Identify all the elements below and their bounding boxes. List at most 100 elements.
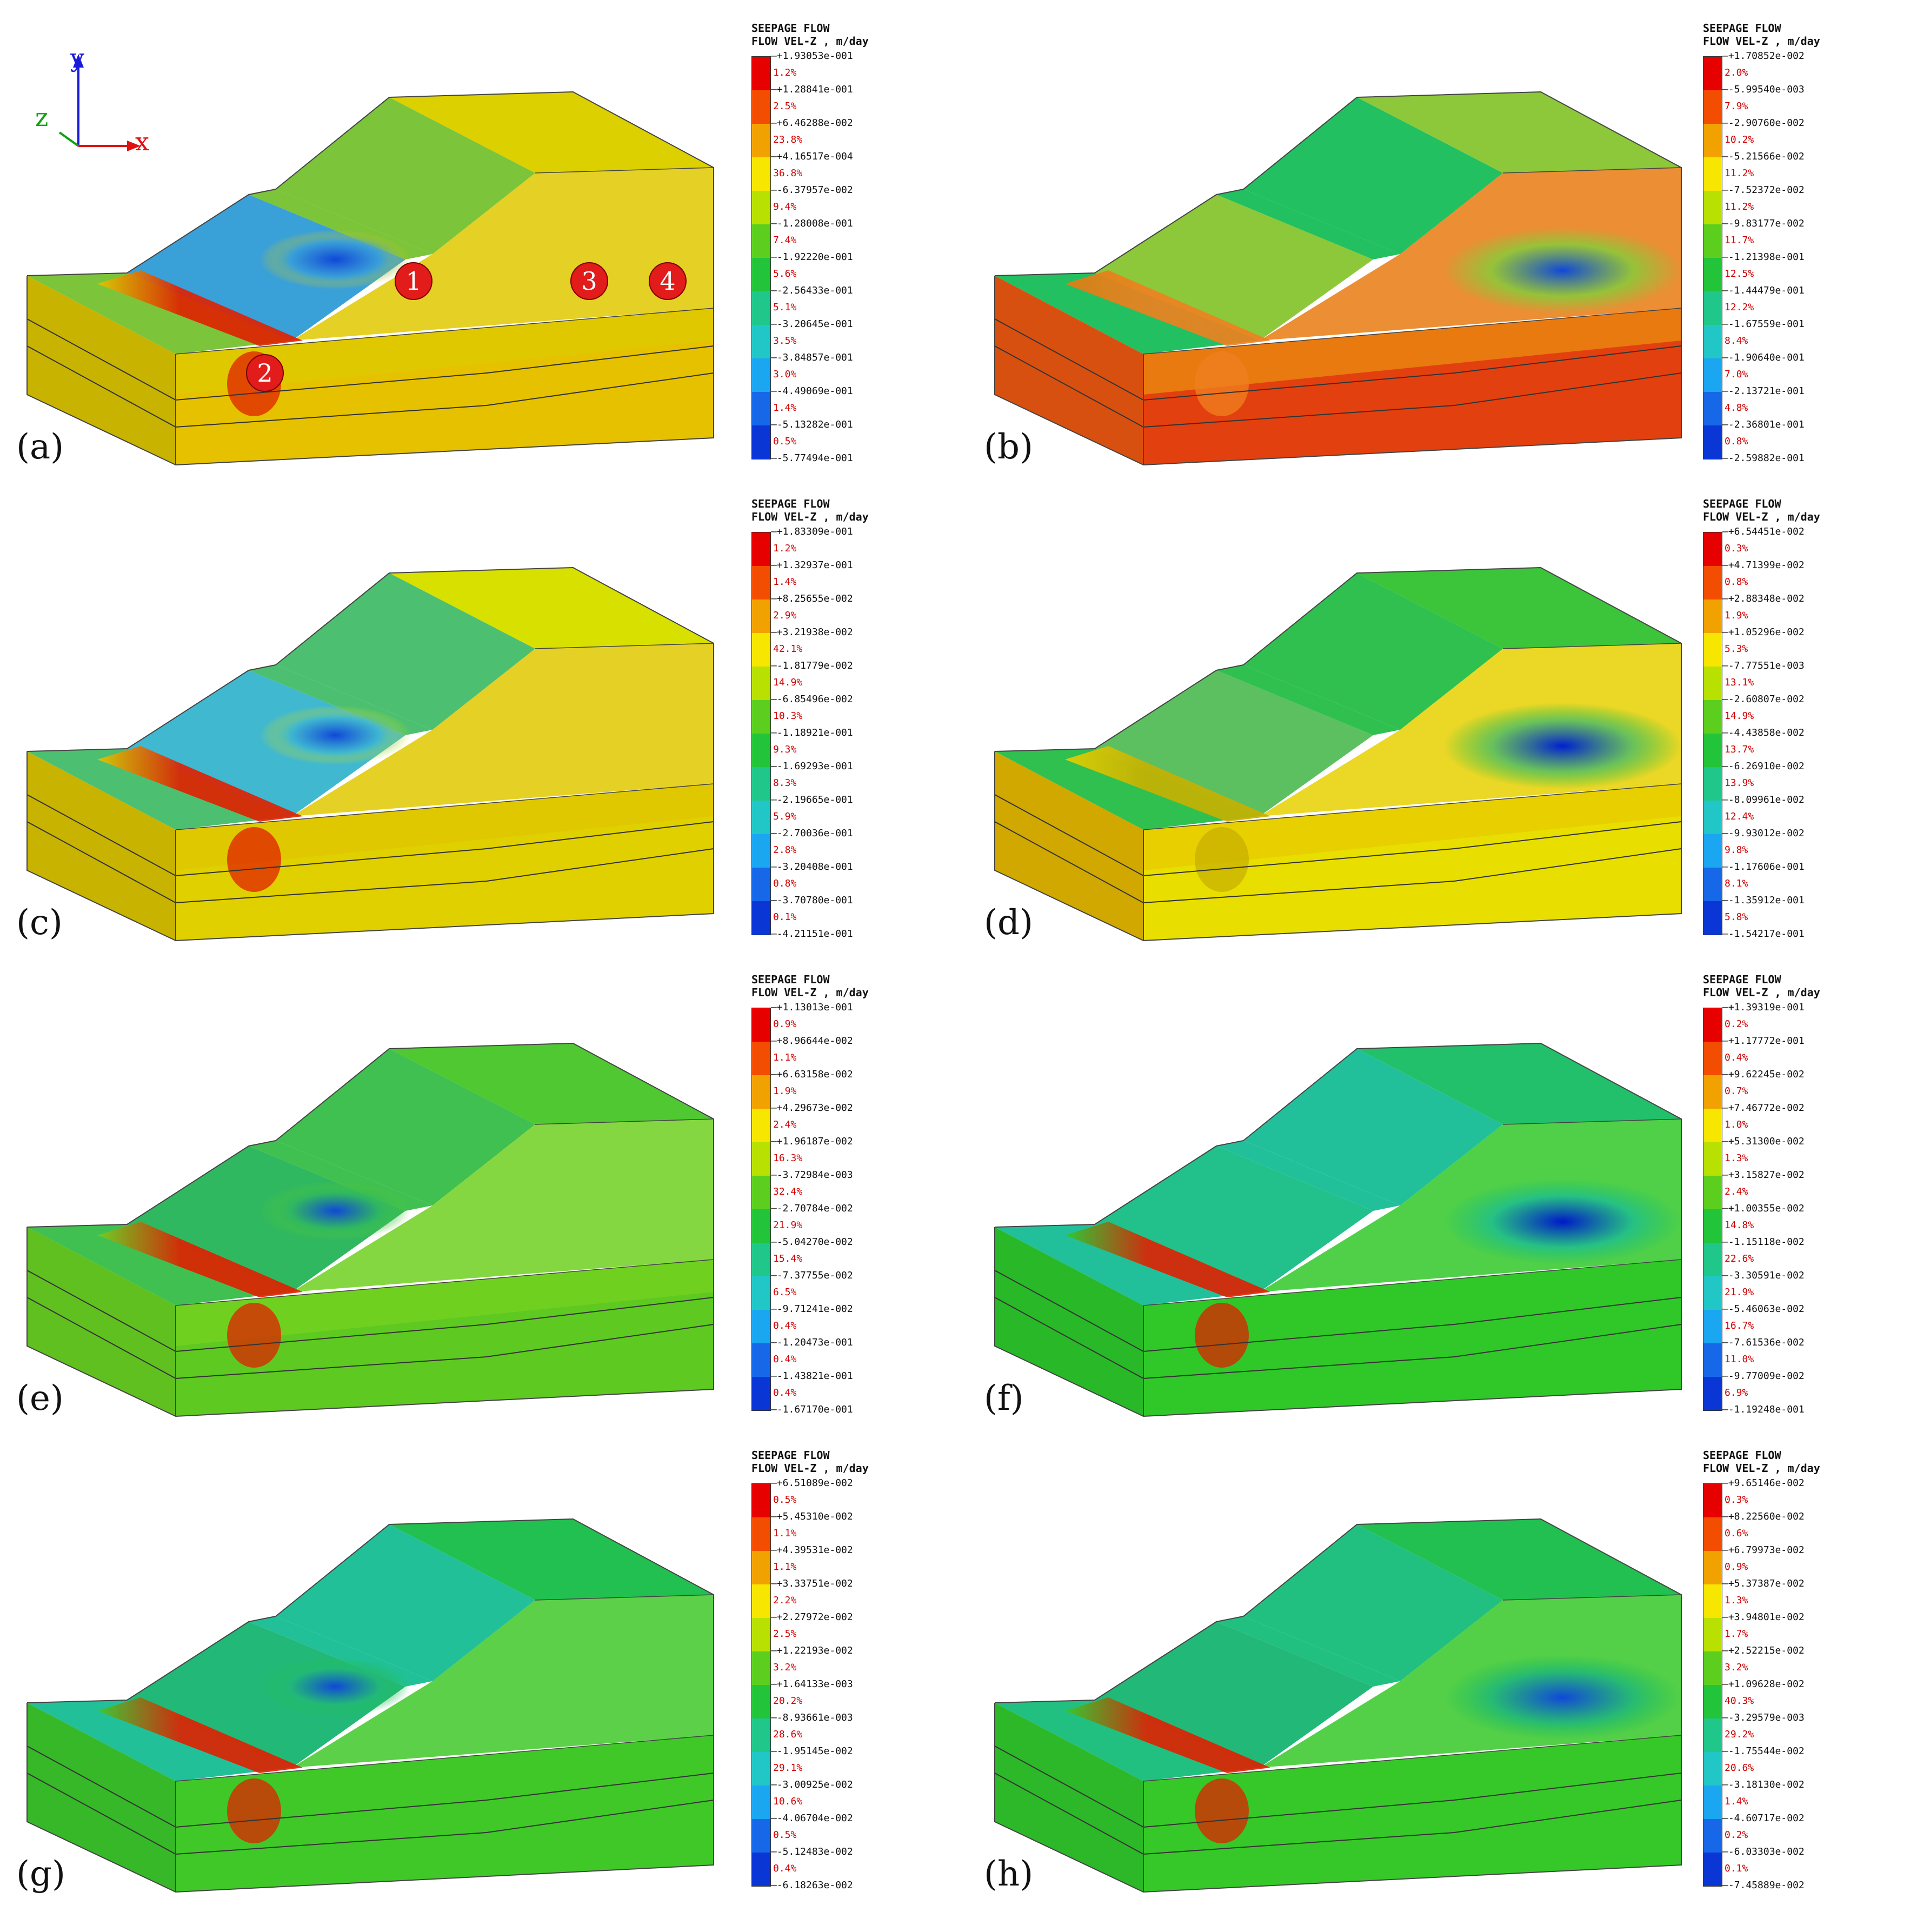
legend-swatch [752,90,770,124]
legend-percentage: 0.2% [1725,1829,1748,1841]
legend-swatch [752,1484,770,1517]
legend-swatch [1703,1819,1722,1853]
legend-subtitle: FLOW VEL-Z , m/day [1703,1462,1820,1475]
legend-value: —-4.49069e-001 [771,385,853,397]
legend-value: —+4.29673e-002 [771,1102,853,1114]
legend-value: —-1.35912e-001 [1722,895,1805,906]
legend-value: —-3.00925e-002 [771,1779,853,1790]
legend-value: —-3.72984e-003 [771,1169,853,1181]
legend-percentage: 2.0% [1725,67,1748,78]
layer-boundary-upper [26,318,714,401]
panel-label: (f) [984,1378,1024,1418]
legend-swatch [1703,1008,1722,1042]
legend-value: —+1.05296e-002 [1722,627,1805,638]
legend-percentage: 20.6% [1725,1762,1754,1774]
legend-value: —+3.15827e-002 [1722,1169,1805,1181]
legend-percentage: 1.4% [773,402,797,414]
legend-percentage: 16.3% [773,1152,803,1164]
legend-swatch [1703,1853,1722,1886]
legend-percentage: 11.2% [1725,168,1754,179]
left-side-face [995,1227,1143,1416]
legend-percentage: 0.9% [1725,1561,1748,1573]
legend-swatch [1703,1209,1722,1243]
legend-swatch [752,1618,770,1651]
legend-percentage: 11.7% [1725,235,1754,246]
legend-swatch [752,191,770,224]
legend-swatch [1703,834,1722,868]
slope-model [26,1042,714,1417]
legend-value: —-2.56433e-001 [771,285,853,296]
legend-percentage: 0.4% [773,1863,797,1874]
legend-value: —-2.59882e-001 [1722,452,1805,464]
left-side-face [995,1703,1143,1892]
legend-percentage: 9.4% [773,201,797,212]
legend-value: —+5.31300e-002 [1722,1136,1805,1147]
legend-swatch [1703,1484,1722,1517]
legend-value: —-5.46063e-002 [1722,1303,1805,1315]
legend-value: —+1.96187e-002 [771,1136,853,1147]
legend-value: —-1.21398e-001 [1722,251,1805,263]
legend-percentage: 20.2% [773,1695,803,1707]
legend-value: —+1.09628e-002 [1722,1678,1805,1690]
legend-percentage: 11.2% [1725,201,1754,212]
monitoring-point-3: 3 [570,262,608,300]
legend-swatch [1703,392,1722,425]
legend-value: —-1.92220e-001 [771,251,853,263]
legend-percentage: 4.8% [1725,402,1748,414]
legend-value: —+1.70852e-002 [1722,50,1805,62]
low-velocity-zone [1443,1178,1681,1265]
base-layer [176,1768,714,1892]
crest-top [1357,1043,1681,1124]
legend-percentage: 14.8% [1725,1220,1754,1231]
legend-percentage: 8.3% [773,777,797,789]
legend-value: —-1.28008e-001 [771,218,853,229]
panel-b: (b) SEEPAGE FLOW FLOW VEL-Z , m/day 2.0% 7.9… [968,16,1914,481]
legend-value: —-1.15118e-002 [1722,1236,1805,1248]
legend-swatch [752,1685,770,1718]
legend-value: —-4.21151e-001 [771,928,853,940]
legend-value: —-7.37755e-002 [771,1270,853,1281]
crest-top [389,568,714,649]
legend-swatch [752,1819,770,1853]
legend-value: —+8.96644e-002 [771,1035,853,1047]
legend-percentage: 10.3% [773,710,803,722]
legend-swatch [752,734,770,767]
legend-swatch [752,1042,770,1075]
legend-value: —-9.77009e-002 [1722,1370,1805,1382]
legend-percentage: 10.2% [1725,134,1754,145]
monitoring-point-2: 2 [246,354,284,392]
legend-swatch [752,1008,770,1042]
legend-percentage: 0.5% [773,1829,797,1841]
legend-swatch [752,566,770,599]
upper-slope [276,97,535,254]
legend-percentage: 29.2% [1725,1729,1754,1740]
legend-swatch [1703,700,1722,734]
legend-percentage: 1.9% [1725,610,1748,621]
legend-percentage: 36.8% [773,168,803,179]
legend-percentage: 1.0% [1725,1119,1748,1130]
legend-value: —-3.30591e-002 [1722,1270,1805,1281]
slope-face [292,1119,714,1292]
layer-boundary-lower [994,345,1682,428]
legend-percentage: 2.4% [773,1119,797,1130]
legend-swatch [1703,191,1722,224]
monitoring-point-4: 4 [649,262,687,300]
legend-title: SEEPAGE FLOW [1703,973,1781,986]
panel-label: (g) [16,1854,65,1894]
lower-slope [1095,1622,1373,1768]
legend-title: SEEPAGE FLOW [751,1449,830,1462]
legend-swatch [752,1651,770,1685]
legend-percentage: 7.4% [773,235,797,246]
toe-top-face [995,273,1260,354]
legend-percentage: 1.1% [773,1052,797,1063]
legend-value: —-8.93661e-003 [771,1712,853,1723]
base-layer [1143,1768,1681,1892]
legend-percentage: 1.4% [773,576,797,588]
axis-triad [58,54,141,151]
legend-percentage: 13.7% [1725,744,1754,755]
toe-high-velocity-zone [1065,270,1270,346]
legend-value: —-5.99540e-003 [1722,84,1805,95]
layer-boundary-lower [26,1773,714,1855]
legend-value: —-2.90760e-002 [1722,117,1805,129]
legend-value: —-6.85496e-002 [771,694,853,705]
